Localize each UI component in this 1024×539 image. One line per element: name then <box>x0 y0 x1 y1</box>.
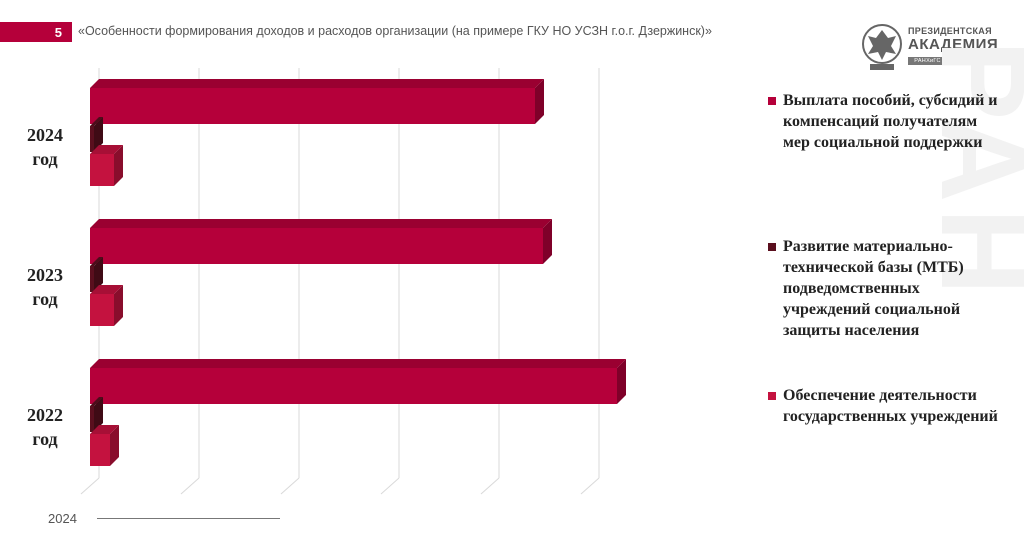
gridline-floor <box>380 477 400 495</box>
bar <box>90 368 617 404</box>
footer-year: 2024 <box>48 511 77 526</box>
bar-side <box>543 219 552 264</box>
bar-top <box>90 219 552 228</box>
bar-top <box>90 117 103 126</box>
legend-swatch-payments <box>768 97 776 105</box>
bar <box>90 126 94 152</box>
bar <box>90 228 543 264</box>
bar-top <box>90 145 123 154</box>
slide-number-bar: 5 <box>0 22 72 42</box>
bar-top <box>90 285 123 294</box>
bar-chart: 2024 год 2023 год 2022 год <box>0 50 700 510</box>
bar-top <box>90 359 626 368</box>
logo-text-academy: АКАДЕМИЯ <box>908 36 999 53</box>
bar-top <box>90 397 103 406</box>
legend-item-mtb: Развитие материально-технической базы (М… <box>768 236 1008 341</box>
bar-side <box>114 285 123 326</box>
emblem-icon <box>862 24 902 70</box>
legend-item-payments: Выплата пособий, субсидий и компенсаций … <box>768 90 1008 153</box>
bar-side <box>110 425 119 466</box>
bar <box>90 406 94 432</box>
bar-side <box>94 397 103 432</box>
footer-divider <box>97 518 280 519</box>
legend-label-mtb: Развитие материально-технической базы (М… <box>783 238 964 339</box>
bar-top <box>90 79 544 88</box>
bar-side <box>114 145 123 186</box>
logo-text-president: ПРЕЗИДЕНТСКАЯ <box>908 26 992 36</box>
logo-text-branch: РАНХиГС ДЗЕРЖИНСК <box>908 57 986 65</box>
legend-item-institutions: Обеспечение деятельности государственных… <box>768 385 1008 427</box>
bar <box>90 88 535 124</box>
gridline-floor <box>180 477 200 495</box>
bar <box>90 154 114 186</box>
bar-side <box>94 257 103 292</box>
y-tick-label-2022: 2022 год <box>27 405 63 449</box>
bar <box>90 434 110 466</box>
y-tick-label-2024: 2024 год <box>27 125 63 169</box>
y-tick-label-2023: 2023 год <box>27 265 63 309</box>
bar-top <box>90 257 103 266</box>
gridline-floor <box>80 477 100 495</box>
bar-side <box>617 359 626 404</box>
academy-logo: ПРЕЗИДЕНТСКАЯ АКАДЕМИЯ РАНХиГС ДЗЕРЖИНСК <box>860 20 998 76</box>
legend-label-payments: Выплата пособий, субсидий и компенсаций … <box>783 92 998 151</box>
legend-swatch-mtb <box>768 243 776 251</box>
bar-chart-svg <box>80 68 626 495</box>
legend-label-institutions: Обеспечение деятельности государственных… <box>783 387 998 425</box>
bar <box>90 294 114 326</box>
bar <box>90 266 94 292</box>
slide-number: 5 <box>54 24 62 40</box>
gridline-floor <box>480 477 500 495</box>
bar-top <box>90 425 119 434</box>
gridline-floor <box>280 477 300 495</box>
bar-side <box>94 117 103 152</box>
gridline-floor <box>580 477 600 495</box>
bar-side <box>535 79 544 124</box>
legend-swatch-institutions <box>768 392 776 400</box>
slide-title: «Особенности формирования доходов и расх… <box>78 24 712 38</box>
watermark: РАН <box>916 40 1024 301</box>
